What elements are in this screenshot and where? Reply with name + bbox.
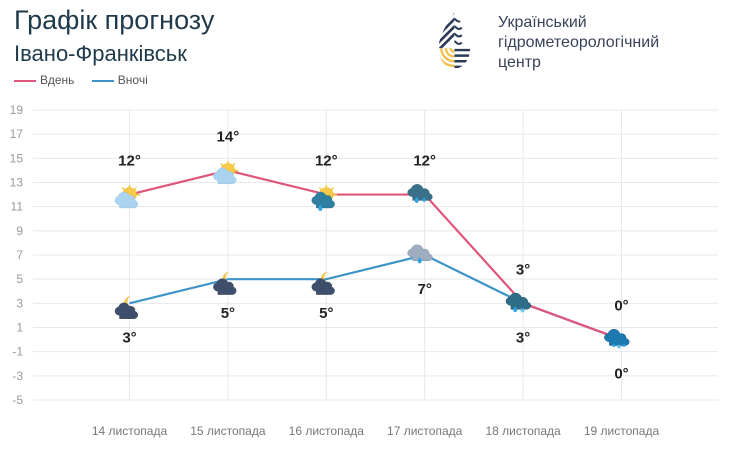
svg-text:-3: -3 (12, 369, 23, 383)
svg-text:18 листопада: 18 листопада (485, 424, 561, 438)
svg-text:7: 7 (16, 248, 23, 262)
svg-text:12°: 12° (413, 153, 436, 170)
svg-text:17: 17 (10, 127, 24, 141)
svg-text:3°: 3° (516, 261, 530, 278)
svg-text:-5: -5 (12, 393, 23, 407)
svg-text:9: 9 (16, 224, 23, 238)
svg-text:12°: 12° (118, 153, 141, 170)
svg-text:7°: 7° (418, 281, 432, 298)
svg-text:19: 19 (10, 103, 24, 117)
svg-text:3: 3 (16, 296, 23, 310)
svg-text:15 листопада: 15 листопада (190, 424, 266, 438)
svg-text:16 листопада: 16 листопада (289, 424, 365, 438)
svg-text:1: 1 (16, 321, 23, 335)
svg-text:14 листопада: 14 листопада (92, 424, 168, 438)
svg-text:3°: 3° (516, 329, 530, 346)
svg-text:-1: -1 (12, 345, 23, 359)
svg-text:19 листопада: 19 листопада (584, 424, 660, 438)
svg-text:13: 13 (10, 176, 24, 190)
svg-text:5°: 5° (319, 305, 333, 322)
svg-text:3°: 3° (122, 329, 136, 346)
svg-text:5: 5 (16, 272, 23, 286)
svg-text:14°: 14° (217, 128, 240, 145)
svg-text:15: 15 (10, 151, 24, 165)
svg-text:0°: 0° (614, 366, 628, 383)
svg-text:17 листопада: 17 листопада (387, 424, 463, 438)
svg-text:12°: 12° (315, 153, 338, 170)
svg-text:5°: 5° (221, 305, 235, 322)
svg-text:0°: 0° (614, 298, 628, 315)
svg-text:11: 11 (11, 200, 24, 214)
